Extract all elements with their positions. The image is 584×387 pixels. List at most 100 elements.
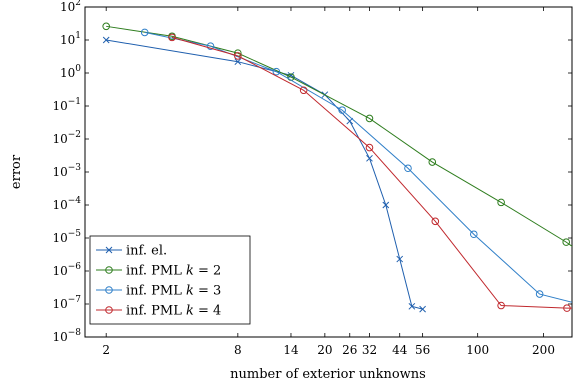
- y-tick-exponent: −6: [68, 262, 82, 272]
- y-tick-exponent: −4: [68, 196, 82, 206]
- y-tick-base: 10: [60, 0, 75, 14]
- series-2: [102, 22, 582, 255]
- data-point: [234, 58, 242, 66]
- y-tick-base: 10: [52, 132, 67, 146]
- data-point: [404, 164, 412, 173]
- data-point: [365, 114, 374, 123]
- data-point: [470, 230, 478, 239]
- data-point: [382, 201, 390, 209]
- y-tick-base: 10: [52, 264, 67, 278]
- legend-marker: [105, 266, 113, 274]
- y-tick-label: 100: [60, 64, 81, 80]
- legend-marker: [105, 286, 113, 294]
- y-tick-label: 101: [60, 31, 81, 47]
- legend-entry: inf. PML k = 3: [96, 284, 221, 299]
- y-tick-exponent: −7: [68, 295, 82, 305]
- y-tick-exponent: −1: [68, 97, 81, 107]
- y-tick-label: 10−5: [52, 229, 81, 245]
- series-line: [144, 31, 572, 303]
- series-3: [140, 28, 582, 308]
- series-1: [102, 36, 426, 313]
- x-tick-label: 26: [342, 343, 357, 357]
- data-point: [575, 248, 582, 255]
- x-tick-label: 2: [102, 343, 110, 357]
- data-point: [206, 42, 215, 50]
- series-group: [102, 22, 582, 313]
- data-point: [140, 28, 149, 37]
- y-tick-exponent: −5: [68, 229, 82, 239]
- series-line: [171, 36, 572, 309]
- y-tick-base: 10: [52, 99, 67, 113]
- legend-marker: [105, 246, 113, 254]
- x-tick-label: 32: [362, 343, 377, 357]
- legend-box: [89, 235, 251, 325]
- legend-label: inf. PML k = 2: [126, 264, 221, 279]
- data-point: [365, 143, 374, 152]
- x-tick-label: 56: [415, 343, 430, 357]
- legend-label: inf. PML k = 4: [126, 304, 221, 319]
- y-tick-base: 10: [52, 198, 67, 212]
- series-line: [106, 25, 572, 247]
- axis-ticks: 2 8 14 20 26 32 44 56 100 20010−810−710−610−510−4…: [52, 0, 572, 357]
- data-point: [234, 52, 242, 60]
- series-4: [168, 33, 582, 312]
- y-tick-base: 10: [52, 297, 67, 311]
- legend-label-var: k: [186, 284, 194, 299]
- y-tick-base: 10: [60, 66, 75, 80]
- y-tick-label: 102: [60, 0, 81, 14]
- data-point: [535, 290, 544, 298]
- y-tick-label: 10−3: [52, 163, 81, 179]
- x-tick-label: 20: [317, 343, 332, 357]
- y-tick-exponent: −2: [68, 130, 81, 140]
- data-point: [396, 255, 404, 263]
- legend-label: inf. PML k = 3: [126, 284, 221, 299]
- y-tick-exponent: −8: [68, 328, 82, 338]
- data-point: [575, 301, 582, 308]
- data-point: [272, 67, 281, 76]
- legend-label-main: inf. el.: [126, 244, 167, 259]
- legend-entry: inf. PML k = 2: [96, 264, 221, 279]
- legend-entry: inf. el.: [96, 244, 167, 259]
- data-point: [419, 305, 426, 313]
- data-point: [366, 154, 373, 162]
- data-point: [497, 198, 505, 207]
- data-point: [168, 33, 176, 42]
- legend-label-var: k: [186, 264, 194, 279]
- x-tick-label: 100: [466, 343, 489, 357]
- y-tick-base: 10: [52, 165, 67, 179]
- y-tick-label: 10−1: [52, 97, 81, 113]
- data-point: [299, 86, 308, 95]
- data-point: [428, 158, 437, 166]
- legend-entry: inf. PML k = 4: [96, 304, 221, 319]
- legend-label: inf. el.: [126, 244, 167, 259]
- legend-label-main: inf. PML: [126, 284, 186, 299]
- y-tick-label: 10−2: [52, 130, 81, 146]
- data-point: [102, 36, 110, 44]
- series-line: [106, 39, 423, 310]
- y-tick-exponent: 1: [75, 31, 81, 41]
- y-tick-base: 10: [52, 231, 67, 245]
- y-tick-label: 10−4: [52, 196, 81, 212]
- data-point: [562, 238, 570, 246]
- x-tick-label: 8: [234, 343, 242, 357]
- data-point: [431, 217, 440, 226]
- x-axis-label: number of exterior unknowns: [230, 367, 426, 382]
- data-point: [575, 305, 582, 312]
- y-tick-label: 10−6: [52, 262, 81, 278]
- data-point: [497, 301, 505, 310]
- data-point: [102, 22, 110, 31]
- x-tick-label: 14: [283, 343, 299, 357]
- y-tick-base: 10: [52, 330, 67, 344]
- x-tick-label: 200: [532, 343, 555, 357]
- data-point: [287, 71, 295, 79]
- y-tick-label: 10−8: [52, 328, 81, 344]
- legend-label-rest: = 2: [194, 264, 221, 279]
- y-tick-label: 10−7: [52, 295, 81, 311]
- legend-label-rest: = 3: [194, 284, 221, 299]
- legend-label-rest: = 4: [194, 304, 221, 319]
- data-point: [408, 302, 416, 310]
- y-tick-base: 10: [60, 33, 75, 47]
- data-point: [338, 106, 346, 114]
